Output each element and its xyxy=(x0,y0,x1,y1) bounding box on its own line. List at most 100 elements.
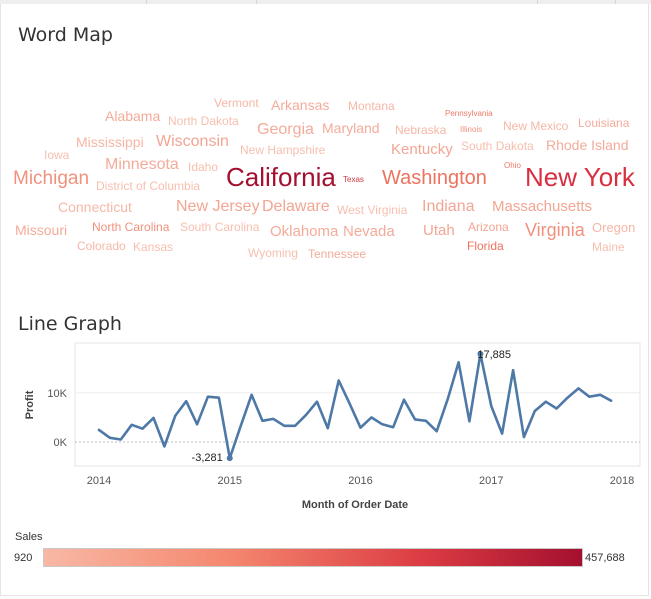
word-maryland[interactable]: Maryland xyxy=(322,120,380,136)
data-point xyxy=(218,396,220,399)
word-montana[interactable]: Montana xyxy=(348,99,395,113)
word-oregon[interactable]: Oregon xyxy=(592,220,636,235)
word-kansas[interactable]: Kansas xyxy=(133,240,174,254)
data-point xyxy=(533,410,536,412)
data-point xyxy=(348,402,351,405)
word-arizona[interactable]: Arizona xyxy=(468,220,509,234)
word-virginia[interactable]: Virginia xyxy=(525,220,585,240)
data-point xyxy=(294,424,296,427)
word-new-york[interactable]: New York xyxy=(525,162,635,192)
word-new-hampshire[interactable]: New Hampshire xyxy=(240,143,326,157)
data-point xyxy=(435,430,438,432)
data-point xyxy=(120,438,122,441)
word-mississippi[interactable]: Mississippi xyxy=(76,134,144,150)
x-tick-label: 2015 xyxy=(218,475,242,487)
word-new-jersey[interactable]: New Jersey xyxy=(176,198,260,215)
data-point xyxy=(98,429,100,431)
data-point xyxy=(610,399,612,402)
word-michigan[interactable]: Michigan xyxy=(13,168,90,189)
data-point xyxy=(555,407,558,410)
word-wisconsin[interactable]: Wisconsin xyxy=(156,133,229,150)
word-arkansas[interactable]: Arkansas xyxy=(271,97,330,113)
data-point xyxy=(359,426,362,429)
word-indiana[interactable]: Indiana xyxy=(422,198,475,215)
data-point xyxy=(414,418,416,421)
dashboard-frame xyxy=(0,4,649,596)
word-south-dakota[interactable]: South Dakota xyxy=(461,139,534,153)
word-north-dakota[interactable]: North Dakota xyxy=(168,114,239,128)
word-district-of-columbia[interactable]: District of Columbia xyxy=(96,179,201,193)
toolbar-separator xyxy=(146,0,147,4)
word-ohio[interactable]: Ohio xyxy=(504,161,521,170)
word-tennessee[interactable]: Tennessee xyxy=(308,247,367,261)
plot-area xyxy=(74,342,641,467)
data-point xyxy=(512,369,514,371)
legend-min-value: 920 xyxy=(14,552,33,564)
word-louisiana[interactable]: Louisiana xyxy=(578,116,630,130)
word-utah[interactable]: Utah xyxy=(423,222,455,239)
data-point xyxy=(174,415,177,417)
word-idaho[interactable]: Idaho xyxy=(188,160,219,174)
word-north-carolina[interactable]: North Carolina xyxy=(92,220,170,234)
word-georgia[interactable]: Georgia xyxy=(257,121,314,138)
toolbar-separator xyxy=(256,0,257,4)
data-point xyxy=(523,436,525,438)
word-alabama[interactable]: Alabama xyxy=(105,108,161,124)
word-washington[interactable]: Washington xyxy=(382,167,487,189)
word-pennsylvania[interactable]: Pennsylvania xyxy=(445,109,493,118)
word-nevada[interactable]: Nevada xyxy=(343,223,395,240)
data-point xyxy=(370,416,373,419)
data-point xyxy=(316,400,318,403)
x-axis-title: Month of Order Date xyxy=(302,499,408,511)
data-point xyxy=(446,398,449,400)
data-point xyxy=(152,417,155,419)
data-point xyxy=(185,400,188,402)
data-point xyxy=(196,423,198,426)
data-point xyxy=(207,395,209,398)
data-point xyxy=(239,425,242,428)
toolbar-separator xyxy=(615,0,616,4)
word-south-carolina[interactable]: South Carolina xyxy=(180,220,260,234)
y-tick-label: 0K xyxy=(54,437,68,449)
word-illinois[interactable]: Illinois xyxy=(460,125,483,134)
word-florida[interactable]: Florida xyxy=(467,239,504,253)
data-point xyxy=(457,361,460,364)
profit-series-line xyxy=(97,352,613,460)
data-point xyxy=(566,396,569,399)
toolbar-separator xyxy=(537,0,538,4)
sales-color-legend xyxy=(43,548,583,567)
data-point xyxy=(599,393,601,396)
word-iowa[interactable]: Iowa xyxy=(44,148,70,162)
word-delaware[interactable]: Delaware xyxy=(262,198,330,215)
data-point xyxy=(337,379,340,382)
wordmap-title: Word Map xyxy=(18,24,113,46)
word-maine[interactable]: Maine xyxy=(592,240,625,254)
word-new-mexico[interactable]: New Mexico xyxy=(503,119,569,133)
line-graph: 0K 10K 2014 2015 2016 2017 2018 Month of Order … xyxy=(24,342,641,511)
data-point xyxy=(588,395,591,398)
y-tick-label: 10K xyxy=(47,388,67,400)
data-point xyxy=(490,405,493,407)
data-point xyxy=(544,400,547,403)
legend-max-value: 457,688 xyxy=(585,552,625,564)
word-colorado[interactable]: Colorado xyxy=(77,239,126,253)
word-west-virginia[interactable]: West Virginia xyxy=(337,203,408,217)
word-wyoming[interactable]: Wyoming xyxy=(248,246,298,260)
data-point xyxy=(305,414,307,416)
word-texas[interactable]: Texas xyxy=(343,175,364,184)
word-rhode-island[interactable]: Rhode Island xyxy=(546,137,629,153)
word-nebraska[interactable]: Nebraska xyxy=(395,123,447,137)
word-massachusetts[interactable]: Massachusetts xyxy=(492,198,593,215)
word-kentucky[interactable]: Kentucky xyxy=(391,141,453,158)
word-california[interactable]: California xyxy=(226,162,336,192)
word-vermont[interactable]: Vermont xyxy=(214,96,259,110)
data-point xyxy=(425,420,427,422)
data-point xyxy=(109,436,111,439)
word-oklahoma[interactable]: Oklahoma xyxy=(270,223,339,240)
word-missouri[interactable]: Missouri xyxy=(15,222,68,238)
min-annotation-label: -3,281 xyxy=(192,452,223,464)
data-point xyxy=(392,426,394,429)
word-connecticut[interactable]: Connecticut xyxy=(58,199,132,215)
word-minnesota[interactable]: Minnesota xyxy=(105,156,179,173)
word-map: Vermont Arkansas Montana Alabama North Dakot… xyxy=(0,0,651,290)
